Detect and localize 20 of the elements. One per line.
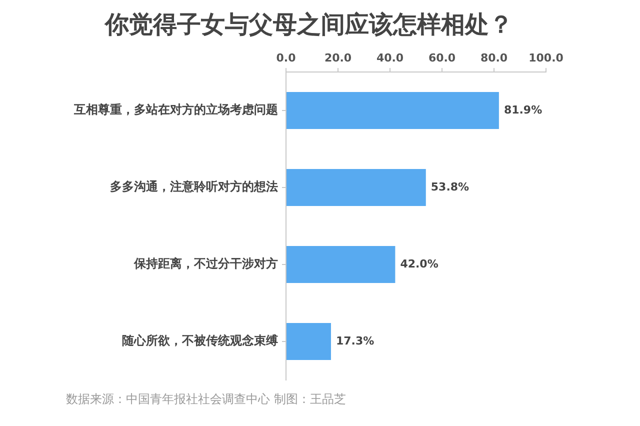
bar — [286, 246, 396, 283]
data-label: 42.0% — [400, 257, 438, 270]
bar — [286, 323, 331, 360]
y-tick-label: 随心所欲，不被传统观念束缚 — [122, 334, 278, 348]
data-label: 81.9% — [504, 103, 542, 116]
data-label: 53.8% — [430, 180, 470, 194]
x-tick-label: 60.0 — [428, 51, 456, 64]
x-tick-label: 0.0 — [276, 51, 296, 64]
bar — [286, 92, 499, 129]
bar — [286, 169, 426, 206]
x-tick-label: 100.0 — [528, 51, 564, 64]
chart-title: 你觉得子女与父母之间应该怎样相处？ — [104, 10, 513, 39]
y-tick-label: 多多沟通，注意聆听对方的想法 — [110, 180, 278, 194]
source-note: 数据来源：中国青年报社社会调查中心 制图：王品芝 — [66, 392, 346, 406]
x-tick-label: 80.0 — [480, 51, 508, 64]
y-tick-label: 互相尊重，多站在对方的立场考虑问题 — [73, 102, 278, 117]
y-tick-label: 保持距离，不过分干涉对方 — [133, 256, 278, 271]
data-label: 17.3% — [336, 334, 374, 348]
x-tick-label: 20.0 — [324, 51, 352, 64]
x-tick-label: 40.0 — [376, 51, 404, 64]
